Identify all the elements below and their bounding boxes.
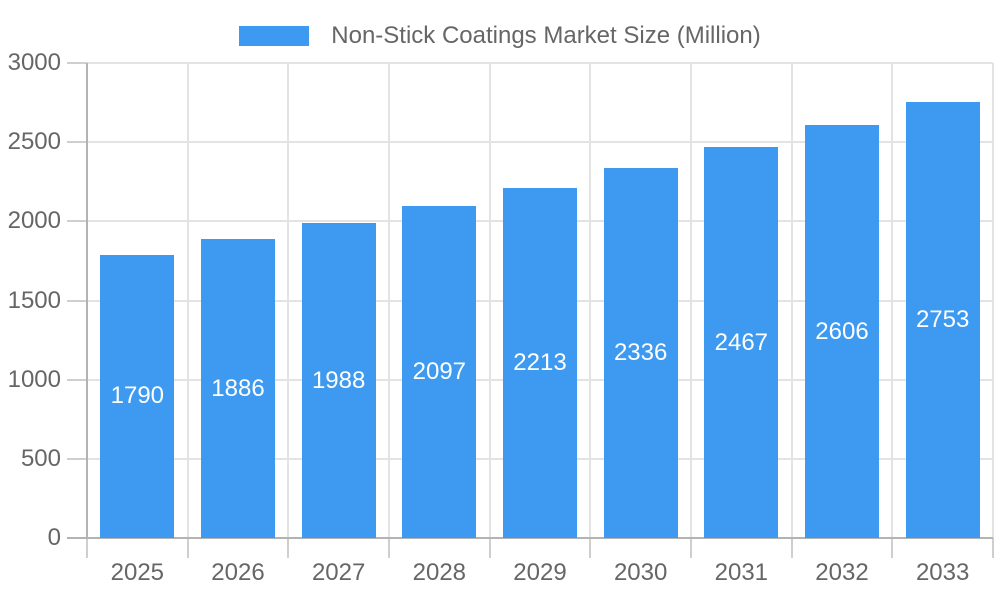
x-tick-mark [86,538,88,558]
bar[interactable]: 1988 [301,223,376,538]
y-gridline [87,141,993,144]
bar[interactable]: 2606 [805,125,879,538]
plot-area: 0 500 1000 1500 2000 2500 3000 1790 2025 1886 2026… [8,49,994,586]
y-tick-mark [67,299,87,302]
y-axis-line [86,63,88,538]
y-tick-label: 1000 [7,365,61,393]
bar-value-label: 1790 [110,382,165,410]
x-tick-label: 2030 [613,559,668,586]
y-tick-mark [67,141,87,144]
x-gridline [287,63,290,538]
x-tick-mark [891,538,894,558]
x-tick-label: 2031 [714,559,769,586]
bar-value-label: 1988 [311,366,366,394]
bar-value-label: 2336 [613,339,668,367]
bar-value-label: 2753 [915,306,970,334]
bar-value-label: 2606 [815,317,869,345]
x-tick-label: 2028 [412,559,467,586]
x-tick-label: 2033 [915,559,970,586]
bar[interactable]: 2467 [704,147,779,538]
bar-value-label: 2213 [513,348,567,376]
x-gridline [790,63,793,538]
legend-item[interactable]: Non-Stick Coatings Market Size (Million) [0,22,1000,50]
x-tick-label: 2025 [110,559,165,586]
x-gridline [589,63,592,538]
x-tick-label: 2026 [211,559,265,586]
x-tick-mark [790,538,793,558]
y-tick-mark [67,457,87,460]
y-tick-label: 2500 [7,128,61,156]
x-tick-mark [488,538,491,558]
bar-value-label: 2467 [714,328,769,356]
x-tick-mark [287,538,290,558]
y-tick-label: 2000 [7,207,61,235]
legend-label: Non-Stick Coatings Market Size (Million) [331,22,761,49]
x-tick-label: 2027 [311,559,366,586]
y-tick-label: 1500 [7,286,61,314]
x-gridline [488,63,491,538]
bar-value-label: 1886 [211,374,265,402]
bar[interactable]: 1790 [100,254,175,538]
x-gridline [891,63,894,538]
bar[interactable]: 1886 [201,239,275,538]
bar-value-label: 2097 [412,357,467,385]
x-gridline [388,63,390,538]
y-tick-label: 3000 [7,49,61,76]
y-tick-label: 0 [47,524,61,551]
x-tick-mark [589,538,592,558]
x-gridline [186,63,189,538]
x-axis-line [67,537,993,539]
y-tick-mark [67,62,87,64]
x-tick-label: 2032 [815,559,869,586]
x-tick-mark [388,538,390,558]
y-tick-mark [67,220,87,223]
bar[interactable]: 2753 [905,102,980,538]
y-tick-mark [67,378,87,381]
bar[interactable]: 2097 [402,205,477,538]
x-tick-label: 2029 [513,559,567,586]
legend-swatch [239,26,310,46]
x-tick-mark [690,538,692,558]
x-tick-mark [186,538,189,558]
bar[interactable]: 2213 [503,187,577,538]
x-gridline [690,63,692,538]
bar[interactable]: 2336 [603,168,678,538]
x-tick-mark [992,538,994,558]
y-tick-label: 500 [20,444,61,472]
y-gridline [87,62,993,64]
x-gridline [992,63,994,538]
